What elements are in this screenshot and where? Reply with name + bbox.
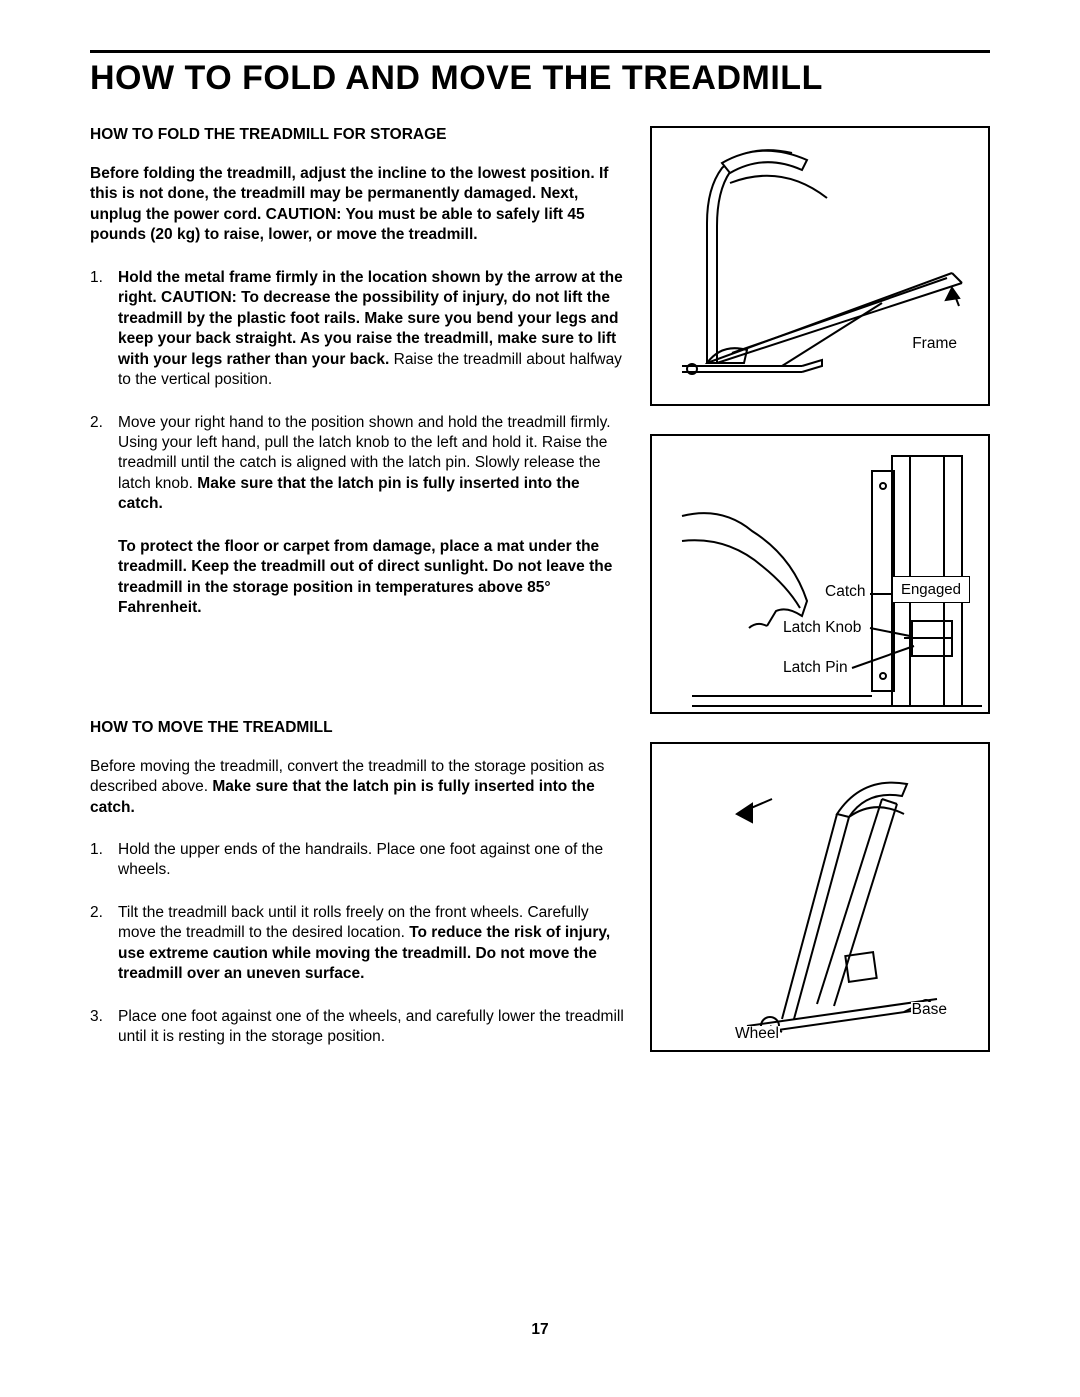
fold-steps: Hold the metal frame firmly in the locat… bbox=[90, 268, 626, 619]
move-step-3: Place one foot against one of the wheels… bbox=[90, 1007, 626, 1048]
diagram2-label-latch-pin: Latch Pin bbox=[782, 660, 849, 676]
section1-intro: Before folding the treadmill, adjust the… bbox=[90, 164, 626, 246]
diagram2-label-catch: Catch bbox=[824, 584, 867, 600]
diagram1-svg bbox=[652, 128, 992, 408]
fold-step-2: Move your right hand to the position sho… bbox=[90, 413, 626, 619]
section1-intro-bold: Before folding the treadmill, adjust the… bbox=[90, 165, 608, 243]
fold-step-1: Hold the metal frame firmly in the locat… bbox=[90, 268, 626, 391]
section1-heading: HOW TO FOLD THE TREADMILL FOR STORAGE bbox=[90, 126, 626, 144]
right-column: Frame bbox=[650, 126, 990, 1070]
page-title: HOW TO FOLD AND MOVE THE TREADMILL bbox=[90, 59, 990, 98]
page-number: 17 bbox=[0, 1321, 1080, 1339]
content-columns: HOW TO FOLD THE TREADMILL FOR STORAGE Be… bbox=[90, 126, 990, 1070]
diagram2-label-engaged: Engaged bbox=[892, 576, 970, 603]
left-column: HOW TO FOLD THE TREADMILL FOR STORAGE Be… bbox=[90, 126, 626, 1070]
move-steps: Hold the upper ends of the handrails. Pl… bbox=[90, 840, 626, 1048]
diagram3-label-base: Base bbox=[911, 1002, 948, 1018]
fold-step-2b: To protect the floor or carpet from dama… bbox=[118, 537, 626, 619]
diagram1-label-frame: Frame bbox=[911, 336, 958, 352]
diagram2-label-latch-knob: Latch Knob bbox=[782, 620, 862, 636]
section2-heading: HOW TO MOVE THE TREADMILL bbox=[90, 719, 626, 737]
diagram3-label-wheel: Wheel bbox=[734, 1026, 780, 1042]
section2-intro: Before moving the treadmill, convert the… bbox=[90, 757, 626, 818]
header-rule bbox=[90, 50, 990, 53]
diagram-fold-frame: Frame bbox=[650, 126, 990, 406]
move-step-1: Hold the upper ends of the handrails. Pl… bbox=[90, 840, 626, 881]
move-step-2: Tilt the treadmill back until it rolls f… bbox=[90, 903, 626, 985]
diagram-latch: Catch Engaged Latch Knob Latch Pin bbox=[650, 434, 990, 714]
diagram-move: Wheel Base bbox=[650, 742, 990, 1052]
